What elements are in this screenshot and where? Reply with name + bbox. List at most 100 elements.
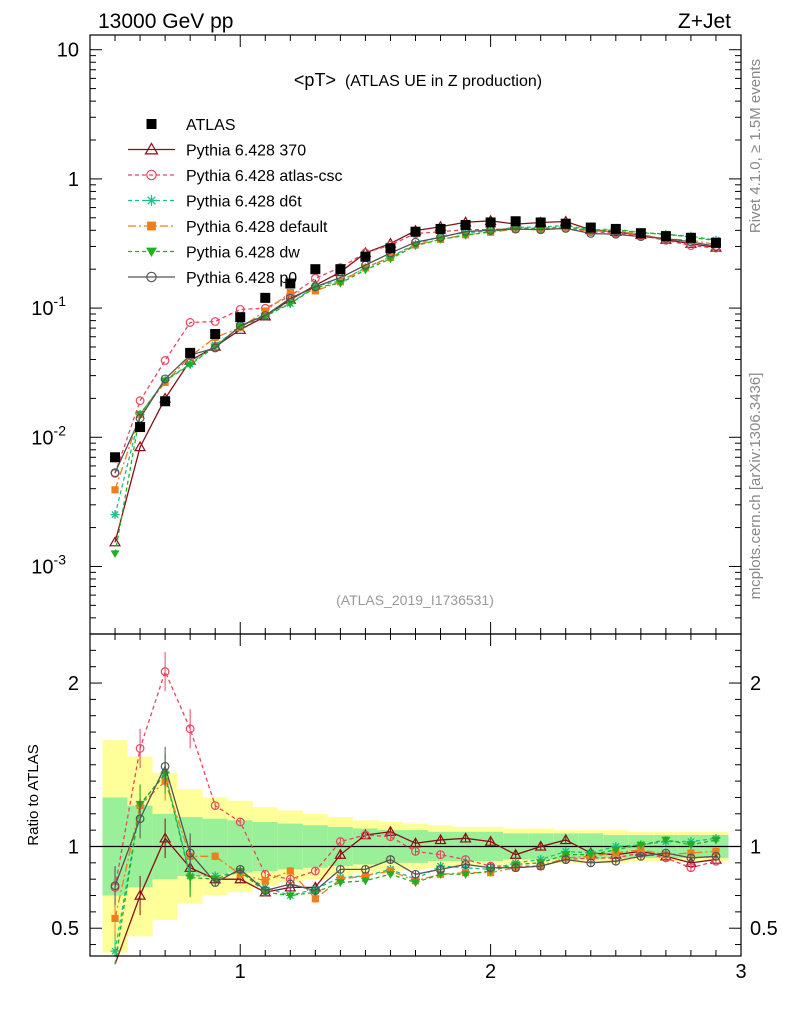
y-tick-label: 10-1	[31, 293, 66, 320]
series-pythia-6-428-p0-ratio-point	[686, 853, 696, 863]
atlas-data-point	[360, 251, 371, 262]
series-pythia-6-428-dw-ratio-point	[661, 836, 671, 845]
ratio-y-tick-label: 0.5	[51, 918, 79, 940]
series-pythia-6-428-370-ratio-point	[234, 873, 247, 884]
legend-label: Pythia 6.428 370	[186, 143, 306, 160]
series-pythia-6-428-p0-ratio-point	[310, 886, 320, 896]
series-pythia-6-428-atlas-csc-ratio-point	[310, 866, 320, 876]
series-pythia-6-428-p0-ratio-point	[285, 879, 295, 889]
y-tick-label-exponent: -1	[54, 293, 67, 309]
series-pythia-6-428-p0-ratio-point	[636, 851, 646, 861]
legend-label: Pythia 6.428 p0	[186, 270, 297, 287]
series-pythia-6-428-370-ratio-point	[334, 848, 347, 859]
series-pythia-6-428-p0-ratio-point	[561, 855, 571, 864]
atlas-data-point	[135, 422, 146, 433]
series-pythia-6-428-atlas-csc-ratio-point	[135, 743, 145, 753]
x-tick-label: 3	[735, 961, 746, 983]
series-pythia-6-428-dw-point	[260, 313, 270, 321]
legend-entry-pythia-6-428-d6t: Pythia 6.428 d6t	[128, 194, 302, 211]
ratio-y-tick-label: 2	[68, 673, 79, 695]
y-tick-label-base: 10	[31, 427, 53, 449]
plot-title-main: <pT>	[294, 70, 336, 90]
legend-label: Pythia 6.428 default	[186, 219, 328, 236]
series-pythia-6-428-atlas-csc-ratio-point	[335, 837, 345, 847]
series-pythia-6-428-default-point	[111, 486, 119, 494]
series-pythia-6-428-370-ratio-point	[559, 833, 572, 845]
series-pythia-6-428-dw-ratio-point	[411, 879, 420, 887]
atlas-data-point	[610, 223, 621, 234]
series-pythia-6-428-atlas-csc-point	[160, 356, 170, 365]
series-pythia-6-428-d6t-line	[114, 224, 717, 515]
header-left-label: 13000 GeV pp	[98, 10, 233, 33]
atlas-data-point	[210, 329, 221, 340]
header-right-label: Z+Jet	[678, 10, 731, 33]
series-pythia-6-428-default-line	[114, 227, 717, 491]
atlas-data-point	[185, 347, 196, 358]
series-pythia-6-428-default-main	[111, 224, 720, 494]
series-pythia-6-428-p0-ratio-point	[360, 864, 370, 874]
series-pythia-6-428-default-ratio-point	[211, 852, 219, 860]
atlas-data-point	[510, 216, 521, 227]
series-pythia-6-428-d6t-main	[110, 220, 721, 520]
series-pythia-6-428-dw-ratio-point	[636, 841, 646, 850]
series-pythia-6-428-dw-ratio-point	[611, 846, 621, 855]
atlas-data-point	[435, 223, 446, 234]
legend-label: Pythia 6.428 d6t	[186, 194, 302, 211]
y-tick-label-base: 10	[31, 556, 53, 578]
atlas-data-point	[485, 217, 496, 228]
series-pythia-6-428-dw-ratio-point	[686, 841, 696, 850]
series-pythia-6-428-p0-ratio-point	[661, 848, 671, 858]
y-tick-label: 10-3	[31, 551, 66, 578]
series-pythia-6-428-p0-ratio-point	[436, 864, 445, 874]
atlas-data-point	[335, 264, 346, 275]
series-pythia-6-428-p0-ratio-point	[386, 855, 395, 864]
series-pythia-6-428-370-point	[134, 440, 147, 452]
series-pythia-6-428-p0-point	[160, 374, 170, 384]
series-pythia-6-428-dw-point	[285, 300, 295, 309]
legend-marker	[146, 271, 157, 283]
y-tick-label-base: 1	[68, 169, 79, 191]
series-pythia-6-428-370-ratio-point	[409, 837, 422, 848]
series-pythia-6-428-p0-ratio-point	[461, 860, 471, 869]
series-pythia-6-428-p0-ratio-point	[536, 861, 546, 871]
series-pythia-6-428-p0-ratio-point	[160, 761, 170, 771]
series-pythia-6-428-atlas-csc-ratio-point	[210, 801, 220, 811]
legend-marker	[146, 169, 157, 181]
series-pythia-6-428-370-ratio-point	[509, 848, 522, 859]
x-tick-label: 2	[485, 961, 496, 983]
series-pythia-6-428-p0-ratio-point	[711, 851, 721, 861]
atlas-data-point	[110, 452, 121, 463]
ratio-frame	[89, 633, 742, 957]
series-pythia-6-428-d6t-point	[110, 510, 120, 520]
series-pythia-6-428-dw-ratio-point	[586, 851, 596, 860]
legend-entry-atlas: ATLAS	[146, 117, 236, 134]
series-pythia-6-428-p0-ratio-point	[586, 858, 596, 868]
series-pythia-6-428-dw-ratio-point	[360, 877, 370, 886]
legend-entry-pythia-6-428-p0: Pythia 6.428 p0	[128, 270, 297, 287]
series-pythia-6-428-370-ratio-point	[534, 840, 547, 851]
series-atlas-data	[110, 216, 721, 463]
series-pythia-6-428-dw-ratio-point	[711, 836, 721, 845]
series-pythia-6-428-default-ratio-point	[687, 849, 695, 857]
atlas-data-point	[560, 218, 571, 229]
atlas-data-point	[710, 237, 721, 248]
series-pythia-6-428-p0-ratio-point	[260, 886, 270, 896]
ratio-plot: 1 2 30.5 0.51 12 2	[51, 633, 778, 983]
ratio-y-tick-label-right: 0.5	[750, 918, 778, 940]
mcplots-label: mcplots.cern.ch [arXiv:1306.3436]	[747, 373, 764, 600]
atlas-data-point	[535, 217, 546, 228]
series-pythia-6-428-dw-point	[185, 361, 195, 370]
ratio-axis-label: Ratio to ATLAS	[25, 744, 42, 845]
plot-title-sub: (ATLAS UE in Z production)	[345, 73, 542, 90]
series-pythia-6-428-p0-ratio-point	[185, 848, 195, 858]
atlas-data-point	[635, 228, 646, 239]
atlas-data-point	[260, 292, 271, 303]
legend-marker	[146, 247, 157, 257]
series-pythia-6-428-atlas-csc-ratio-point	[411, 846, 420, 856]
series-pythia-6-428-dw-point	[160, 377, 170, 386]
atlas-data-point	[160, 396, 171, 407]
series-pythia-6-428-default-ratio-point	[111, 914, 119, 923]
series-pythia-6-428-d6t-point-stroke	[111, 510, 119, 519]
series-pythia-6-428-p0-ratio-point	[486, 863, 496, 873]
